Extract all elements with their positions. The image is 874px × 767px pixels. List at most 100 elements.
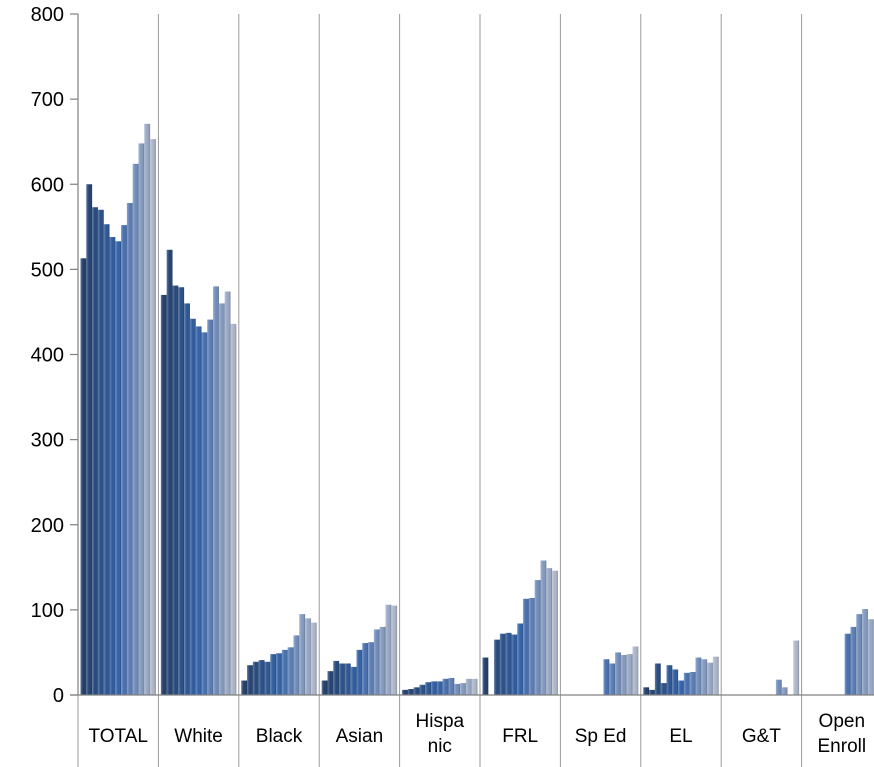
bar-shading xyxy=(407,689,414,695)
bar-shading xyxy=(448,677,455,695)
bar-shading xyxy=(672,669,679,695)
bar-shading xyxy=(844,633,851,695)
bar-shading xyxy=(471,678,478,695)
bar-shading xyxy=(534,580,541,695)
y-tick-label: 0 xyxy=(53,685,64,707)
bar-shading xyxy=(654,663,661,695)
bar-shading xyxy=(339,663,345,695)
bar-shading xyxy=(454,683,461,695)
bars xyxy=(80,123,874,696)
x-axis-category-labels: TOTAL White Black Asian Hispa nic FRL Sp Ed EL G&… xyxy=(88,711,866,757)
bar-shading xyxy=(276,653,282,695)
bar-shading xyxy=(109,237,116,695)
bar-shading xyxy=(121,225,127,696)
y-tick-label: 800 xyxy=(31,4,64,26)
bar-shading xyxy=(138,143,145,695)
bar-shading xyxy=(310,622,317,695)
bar-shading xyxy=(683,672,690,695)
category-label: EL xyxy=(669,726,692,747)
bar-shading xyxy=(97,209,104,695)
category-label: nic xyxy=(428,736,452,757)
bar-shading xyxy=(258,660,265,695)
bar-shading xyxy=(189,318,196,695)
category-label: TOTAL xyxy=(88,726,147,747)
bar-shading xyxy=(793,640,800,695)
bar-shading xyxy=(643,687,650,695)
bar-shading xyxy=(166,249,173,695)
bar-shading xyxy=(344,663,351,695)
y-tick-label: 400 xyxy=(31,345,64,367)
bar-shading xyxy=(689,672,696,695)
bar-shading xyxy=(207,319,214,695)
bar-shading xyxy=(264,661,271,695)
bar-shading xyxy=(425,682,432,695)
bar-shading xyxy=(850,626,857,695)
y-tick-label: 200 xyxy=(31,515,64,537)
bar-shading xyxy=(373,629,380,695)
bar-shading xyxy=(287,647,294,695)
category-label: FRL xyxy=(502,726,538,747)
bar-shading xyxy=(86,184,93,695)
bar-shading xyxy=(712,656,719,695)
bar-shading xyxy=(115,241,122,695)
bar-shading xyxy=(482,657,489,695)
bar-shading xyxy=(419,684,426,695)
bar-shading xyxy=(402,689,408,695)
bar-shading xyxy=(494,639,500,695)
bar-shading xyxy=(603,659,610,695)
bar-shading xyxy=(327,671,334,695)
bar-shading xyxy=(678,680,684,695)
bar-shading xyxy=(252,661,259,695)
bar-shading xyxy=(626,654,633,695)
bar-shading xyxy=(379,626,386,695)
bar-shading xyxy=(546,568,553,695)
bar-shading xyxy=(333,660,340,695)
bar-shading xyxy=(350,666,357,695)
vertical-gridlines xyxy=(77,14,803,767)
bar-shading xyxy=(126,202,133,696)
bar-shading xyxy=(92,207,98,695)
bar-shading xyxy=(356,649,363,695)
bar-shading xyxy=(368,642,374,695)
bar-shading xyxy=(321,680,328,695)
bar-shading xyxy=(552,570,558,695)
bar-shading xyxy=(241,680,248,695)
category-label: Asian xyxy=(336,726,384,747)
bar-shading xyxy=(620,654,627,695)
bar-shading xyxy=(213,286,219,695)
bar-shading xyxy=(172,285,179,695)
bar-shading xyxy=(867,619,874,695)
bar-shading xyxy=(517,623,524,695)
bar-shading xyxy=(362,643,369,695)
bar-shading xyxy=(540,560,547,695)
bar-shading xyxy=(609,663,616,695)
bar-shading xyxy=(281,649,288,695)
bar-shading xyxy=(80,258,87,695)
y-tick-label: 500 xyxy=(31,259,64,281)
category-label: Hispa xyxy=(416,711,465,732)
bar-shading xyxy=(781,687,788,695)
bar-shading xyxy=(230,323,237,695)
bar-shading xyxy=(132,163,139,695)
bar-shading xyxy=(224,291,231,695)
bar-shading xyxy=(385,604,392,695)
bar-shading xyxy=(144,123,151,695)
category-label: Sp Ed xyxy=(575,726,627,747)
axes xyxy=(70,13,874,696)
bar-shading xyxy=(413,687,420,695)
bar-shading xyxy=(247,665,253,695)
bar-shading xyxy=(701,659,708,695)
bar-shading xyxy=(195,326,202,695)
bar-shading xyxy=(666,665,673,695)
bar-shading xyxy=(460,683,466,695)
bar-shading xyxy=(505,632,512,695)
bar-shading xyxy=(465,678,472,695)
bar-shading xyxy=(499,633,506,695)
category-label: Black xyxy=(256,726,303,747)
bar-shading xyxy=(649,689,655,695)
bar-shading xyxy=(523,598,529,695)
bar-shading xyxy=(305,618,311,695)
bar-shading xyxy=(862,609,868,695)
bar-shading xyxy=(299,614,306,695)
